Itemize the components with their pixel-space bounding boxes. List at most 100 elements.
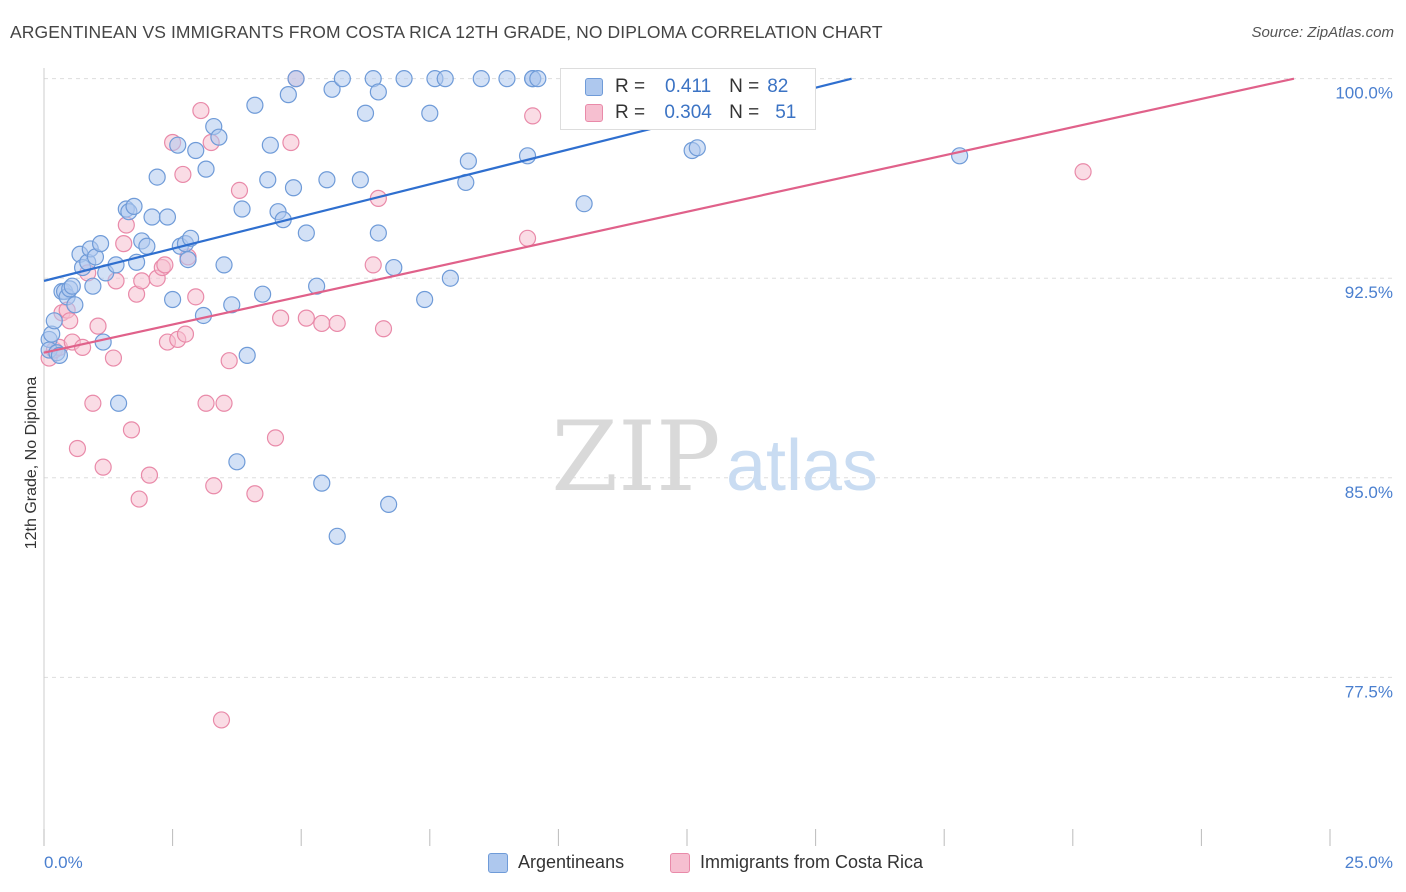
data-point-costa-rica (156, 256, 174, 274)
y-tick-label: 92.5% (1345, 283, 1393, 302)
chart-title: ARGENTINEAN VS IMMIGRANTS FROM COSTA RIC… (10, 22, 883, 42)
data-point-argentineans (261, 136, 279, 154)
argentineans-legend-swatch (488, 852, 508, 873)
data-point-costa-rica (115, 235, 133, 253)
data-point-argentineans (279, 86, 297, 104)
data-point-costa-rica (282, 133, 300, 152)
data-point-argentineans (351, 171, 369, 189)
data-point-costa-rica (297, 309, 315, 327)
data-point-argentineans (328, 527, 346, 545)
trend-line-costa-rica (43, 77, 1295, 354)
data-point-costa-rica (266, 429, 285, 447)
data-point-argentineans (297, 224, 315, 242)
data-point-costa-rica (197, 394, 215, 412)
x-tick-label: 25.0% (1345, 853, 1393, 872)
r-value: 0.411 (665, 76, 712, 97)
data-point-argentineans (91, 235, 110, 253)
data-point-costa-rica (73, 338, 92, 357)
data-point-argentineans (356, 104, 375, 122)
data-point-argentineans (313, 474, 331, 492)
data-point-costa-rica (89, 317, 107, 335)
data-point-argentineans (45, 312, 63, 330)
data-point-argentineans (308, 277, 326, 295)
data-point-costa-rica (176, 325, 195, 343)
n-value: 82 (767, 76, 789, 97)
data-point-costa-rica (328, 314, 346, 333)
data-point-argentineans (143, 208, 161, 226)
data-point-argentineans (66, 296, 84, 314)
watermark: ZIP atlas (551, 401, 878, 513)
data-point-argentineans (84, 277, 102, 295)
data-point-costa-rica (1074, 163, 1092, 181)
data-point-costa-rica (140, 466, 159, 484)
data-point-argentineans (63, 277, 81, 295)
legend-item-argentineans[interactable]: Argentineans (488, 852, 624, 873)
data-point-argentineans (436, 70, 454, 88)
data-point-argentineans (246, 96, 264, 114)
data-point-argentineans (179, 250, 197, 269)
data-point-argentineans (238, 346, 256, 364)
watermark-zip: ZIP (551, 401, 720, 513)
data-point-argentineans (109, 394, 128, 412)
data-point-costa-rica (246, 485, 264, 503)
data-point-argentineans (380, 495, 398, 513)
data-point-costa-rica (174, 165, 192, 184)
costa-rica-swatch (585, 104, 603, 122)
y-tick-label: 77.5% (1345, 682, 1393, 701)
data-point-costa-rica (187, 288, 205, 306)
data-point-argentineans (498, 70, 516, 88)
data-point-argentineans (138, 237, 156, 255)
argentineans-swatch (585, 78, 603, 96)
data-point-argentineans (148, 168, 166, 186)
r-value: 0.304 (664, 102, 712, 123)
data-point-costa-rica (130, 490, 148, 508)
data-point-argentineans (50, 346, 69, 364)
data-point-argentineans (169, 136, 187, 154)
data-point-argentineans (441, 269, 459, 287)
data-point-argentineans (529, 70, 547, 88)
data-point-costa-rica (122, 421, 141, 439)
data-point-argentineans (416, 290, 434, 309)
costa-rica-legend-swatch (670, 852, 690, 873)
r-label: R = (615, 102, 646, 123)
data-point-argentineans (369, 83, 387, 101)
data-point-argentineans (323, 80, 341, 98)
data-point-argentineans (575, 195, 593, 213)
tick-labels: 100.0% 92.5% 85.0% 77.5% 0.0% 25.0% (44, 84, 1393, 872)
data-point-argentineans (688, 139, 706, 157)
data-point-costa-rica (524, 107, 542, 125)
data-point-costa-rica (192, 101, 210, 120)
data-point-costa-rica (313, 314, 331, 333)
stats-legend: R = 0.411 N = 82 R = 0.304 N = 51 (560, 68, 816, 130)
data-point-argentineans (318, 171, 336, 189)
data-point-costa-rica (230, 181, 249, 200)
data-point-argentineans (210, 128, 228, 146)
data-point-argentineans (254, 285, 272, 303)
stats-legend-row-costa-rica: R = 0.304 N = 51 (585, 101, 796, 125)
y-tick-label: 100.0% (1335, 84, 1393, 103)
data-point-argentineans (333, 70, 351, 88)
x-tick-label: 0.0% (44, 853, 83, 872)
n-value: 51 (775, 102, 797, 123)
legend-item-costa-rica[interactable]: Immigrants from Costa Rica (670, 852, 923, 873)
data-point-argentineans (459, 152, 477, 170)
watermark-atlas: atlas (726, 426, 878, 506)
legend-label-costa-rica: Immigrants from Costa Rica (700, 852, 924, 872)
data-point-argentineans (472, 70, 490, 88)
data-point-costa-rica (104, 349, 123, 367)
n-label: N = (729, 76, 760, 97)
data-point-argentineans (164, 290, 182, 309)
series-argentineans-points (40, 70, 969, 545)
data-point-costa-rica (518, 229, 537, 247)
data-point-argentineans (369, 224, 387, 242)
axis-layer (43, 68, 1331, 846)
data-point-argentineans (158, 208, 177, 226)
y-tick-label: 85.0% (1345, 483, 1393, 502)
data-point-costa-rica (272, 309, 290, 327)
series-legend: Argentineans Immigrants from Costa Rica (0, 852, 1406, 878)
n-label: N = (729, 102, 760, 123)
data-point-argentineans (197, 160, 215, 178)
data-point-argentineans (223, 296, 241, 314)
data-point-costa-rica (205, 477, 223, 495)
